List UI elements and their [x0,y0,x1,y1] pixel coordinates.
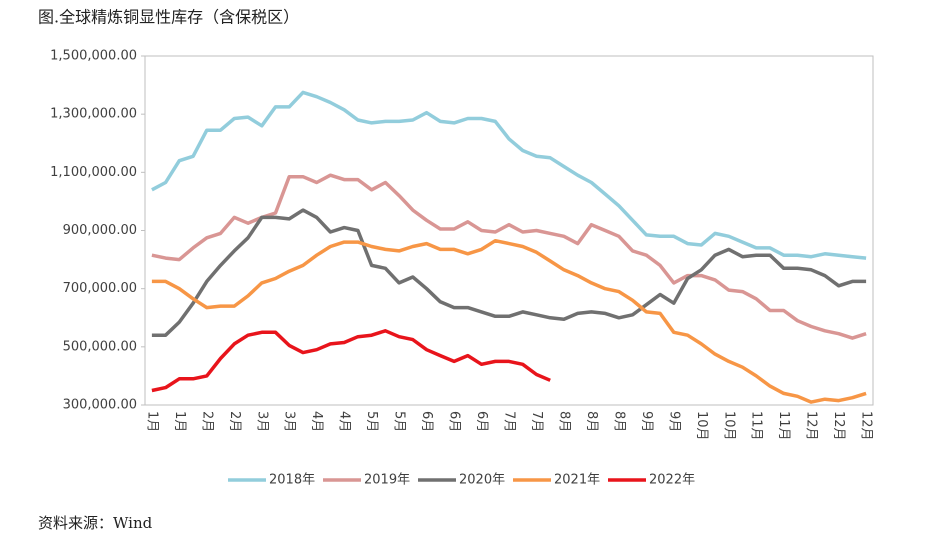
x-tick-label: 8月 [556,411,571,432]
x-tick-label: 8月 [584,411,599,432]
y-tick-label: 300,000.00 [63,398,137,413]
chart-title: 图.全球精炼铜显性库存（含保税区） [38,8,299,27]
x-tick-label: 1月 [172,411,187,432]
x-tick-label: 11月 [749,411,764,441]
x-tick-label: 11月 [776,411,791,441]
y-tick-label: 700,000.00 [63,281,137,296]
x-tick-label: 12月 [804,411,819,441]
x-tick-label: 6月 [447,411,462,432]
y-tick-label: 1,500,000.00 [50,49,137,64]
y-tick-label: 500,000.00 [63,339,137,354]
x-tick-label: 5月 [392,411,407,432]
legend-label: 2022年 [649,473,695,488]
x-tick-label: 5月 [364,411,379,432]
legend-label: 2019年 [364,473,410,488]
x-tick-label: 12月 [831,411,846,441]
x-tick-label: 10月 [721,411,736,441]
x-tick-label: 3月 [282,411,297,432]
x-tick-label: 9月 [666,411,681,432]
x-tick-label: 1月 [144,411,159,432]
series-line [151,173,867,340]
y-tick-label: 900,000.00 [63,223,137,238]
x-tick-label: 2月 [199,411,214,432]
legend-label: 2021年 [554,473,600,488]
x-tick-label: 10月 [694,411,709,441]
x-tick-label: 3月 [254,411,269,432]
y-tick-label: 1,300,000.00 [50,107,137,122]
series-line [151,238,867,404]
series-line [151,329,551,393]
y-tick-label: 1,100,000.00 [50,165,137,180]
x-tick-label: 6月 [474,411,489,432]
source: 资料来源：Wind [38,514,153,532]
x-tick-label: 4月 [309,411,324,432]
series-line [151,208,867,337]
x-tick-label: 12月 [859,411,874,441]
legend-label: 2020年 [459,473,505,488]
x-tick-label: 6月 [419,411,434,432]
legend-label: 2018年 [269,473,315,488]
x-tick-label: 7月 [502,411,517,432]
x-tick-label: 2月 [227,411,242,432]
series-line [151,90,867,260]
x-tick-label: 8月 [611,411,626,432]
x-tick-label: 4月 [337,411,352,432]
x-tick-label: 7月 [529,411,544,432]
x-tick-label: 9月 [639,411,654,432]
